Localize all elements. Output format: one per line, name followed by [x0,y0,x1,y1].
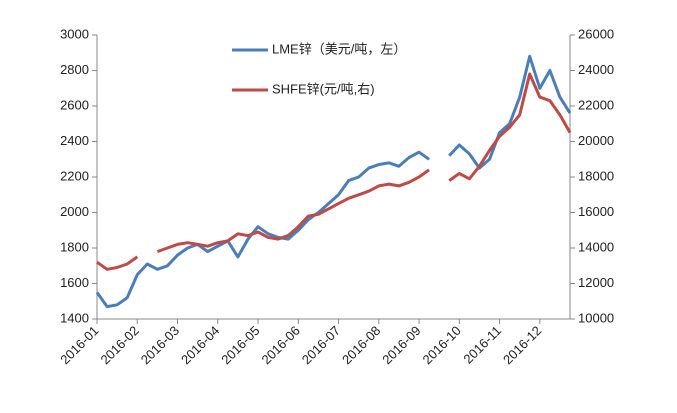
line-series [95,54,572,309]
y2-tick-label: 18000 [578,168,614,183]
x-tick-label: 2016-02 [97,323,141,367]
legend-label: SHFE锌(元/吨,右) [272,81,375,96]
x-tick-label: 2016-01 [57,323,101,367]
y2-tick-label: 24000 [578,62,614,77]
y-tick-label: 2200 [60,168,89,183]
x-tick-label: 2016-06 [258,323,302,367]
line-series [96,72,572,271]
y-tick-label: 3000 [60,26,89,41]
x-tick-label: 2016-10 [420,323,464,367]
y2-tick-label: 22000 [578,97,614,112]
x-tick-label: 2016-05 [218,323,262,367]
y2-tick-label: 20000 [578,133,614,148]
y-tick-label: 2600 [60,97,89,112]
y2-tick-label: 12000 [578,275,614,290]
y-tick-label: 2400 [60,133,89,148]
y-tick-label: 1800 [60,239,89,254]
y2-tick-label: 16000 [578,204,614,219]
x-tick-label: 2016-12 [500,323,544,367]
legend-label: LME锌（美元/吨，左） [272,41,406,56]
x-tick-label: 2016-11 [460,323,504,367]
y-tick-label: 1600 [60,275,89,290]
y-tick-label: 1400 [60,310,89,325]
x-tick-label: 2016-07 [299,323,343,367]
y2-tick-label: 14000 [578,239,614,254]
y-tick-label: 2800 [60,62,89,77]
x-tick-label: 2016-09 [379,323,423,367]
y2-tick-label: 26000 [578,26,614,41]
x-tick-label: 2016-04 [178,323,222,367]
x-tick-label: 2016-08 [339,323,383,367]
x-tick-label: 2016-03 [138,323,182,367]
y-tick-label: 2000 [60,204,89,219]
y2-tick-label: 10000 [578,310,614,325]
